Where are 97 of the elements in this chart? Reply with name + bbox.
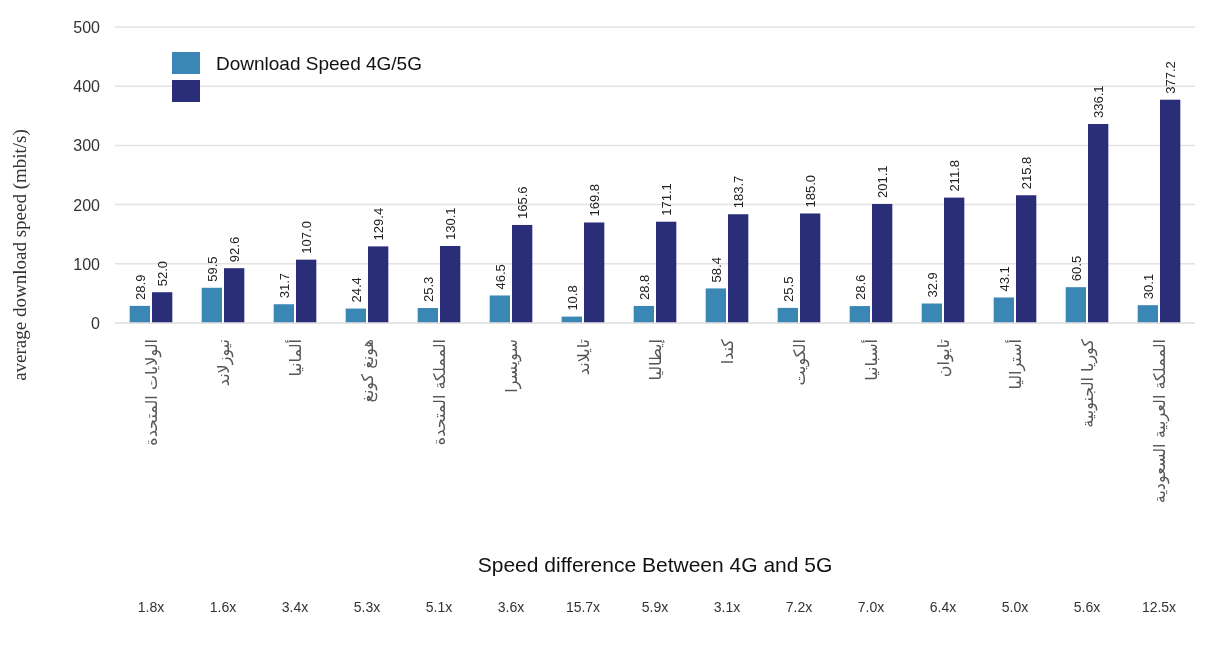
text: 1.8x <box>137 599 165 615</box>
data-label: 107.0 <box>299 221 315 254</box>
x-tick-label: ألمانيا <box>285 339 305 377</box>
x-tick-label: إيطاليا <box>646 339 665 381</box>
bar <box>633 305 654 323</box>
data-label: 28.8 <box>636 274 652 300</box>
x-tick-label: نيوزلاند <box>214 339 234 387</box>
text: 1.6x <box>209 599 237 615</box>
data-label: 59.5 <box>204 256 220 282</box>
data-label: 43.1 <box>996 266 1012 292</box>
text: 3.1x <box>713 599 741 615</box>
text: 3.6x <box>497 599 525 615</box>
data-label: 58.4 <box>708 257 724 283</box>
text: 5.0x <box>1001 599 1029 615</box>
data-label: 52.0 <box>155 260 171 287</box>
bar <box>705 288 726 323</box>
text: 7.2x <box>785 599 813 615</box>
data-label: 183.7 <box>731 175 747 209</box>
bar <box>201 287 222 323</box>
bar <box>489 295 510 323</box>
text: 7.0x <box>857 599 885 615</box>
bar <box>728 214 749 323</box>
bar <box>944 197 965 323</box>
x-tick-label: الولايات المتحدة <box>142 339 162 446</box>
data-label: 25.3 <box>420 276 436 303</box>
bar <box>368 246 389 323</box>
data-label: 46.5 <box>492 264 508 290</box>
x-tick-label: سويسرا <box>502 339 522 393</box>
x-tick-label: أستراليا <box>1005 339 1026 390</box>
bar <box>656 221 677 323</box>
bar <box>849 306 870 323</box>
y-tick-label: 100 <box>73 255 101 273</box>
text: 5.6x <box>1073 599 1101 615</box>
bar <box>584 222 605 323</box>
data-label: 165.6 <box>515 186 531 219</box>
data-label: 377.2 <box>1163 61 1179 94</box>
bar <box>512 224 533 323</box>
x-tick-label: المملكة العربية السعودية <box>1150 339 1170 504</box>
legend-label: Download Speed 4G/5G <box>216 53 422 74</box>
y-tick-label: 400 <box>73 78 101 96</box>
bar <box>152 292 173 323</box>
bar <box>1137 305 1158 323</box>
text: 5.9x <box>641 599 669 615</box>
y-axis-title: average download speed (mbit/s) <box>9 129 31 381</box>
bar <box>224 268 245 323</box>
data-label: 25.5 <box>780 276 796 302</box>
bar <box>273 304 294 323</box>
text: 5.3x <box>353 599 381 615</box>
bar <box>129 305 150 323</box>
data-label: 28.6 <box>852 274 868 301</box>
bar <box>1160 99 1181 323</box>
y-tick-label: 500 <box>73 19 101 36</box>
text: Speed difference Between 4G and 5G <box>477 553 833 576</box>
bar <box>296 259 317 323</box>
bar <box>800 213 821 323</box>
bar <box>1016 195 1037 323</box>
data-label: 211.8 <box>947 160 963 192</box>
data-label: 185.0 <box>803 174 819 208</box>
x-tick-label: الكويت <box>790 339 810 386</box>
bar <box>1065 287 1086 323</box>
data-label: 169.8 <box>587 183 603 217</box>
text: 6.4x <box>929 599 957 615</box>
text: 12.5x <box>1141 599 1177 615</box>
x-tick-label: تايلاند <box>574 339 593 376</box>
text: 15.7x <box>565 599 601 615</box>
data-label: 31.7 <box>276 272 292 299</box>
data-label: 60.5 <box>1068 255 1084 282</box>
text: 5.1x <box>425 599 453 615</box>
data-label: 32.9 <box>924 272 940 298</box>
data-label: 215.8 <box>1019 156 1035 190</box>
data-label: 28.9 <box>132 274 148 300</box>
x-tick-label: كندا <box>718 338 737 365</box>
bar <box>440 245 461 323</box>
text: 3.4x <box>281 599 309 615</box>
data-label: 92.6 <box>227 236 243 263</box>
y-tick-label: 200 <box>73 196 101 214</box>
data-label: 10.8 <box>564 285 580 311</box>
bar <box>872 203 893 323</box>
bar <box>777 307 798 323</box>
bar <box>993 297 1014 323</box>
data-label: 130.1 <box>443 207 459 240</box>
data-label: 336.1 <box>1091 85 1107 119</box>
y-tick-label: 300 <box>73 137 101 155</box>
y-tick-label: 0 <box>91 315 101 332</box>
x-tick-label: أسبانيا <box>861 339 881 381</box>
x-tick-label: هونغ كونغ <box>358 339 378 403</box>
x-tick-label: تايوان <box>934 339 954 378</box>
bar <box>921 303 942 323</box>
data-label: 24.4 <box>348 277 364 303</box>
x-tick-label: كوريا الجنوبية <box>1078 338 1098 428</box>
bar <box>1088 124 1109 323</box>
data-label: 201.1 <box>875 165 891 198</box>
data-label: 171.1 <box>659 183 675 216</box>
x-tick-label: المملكة المتحدة <box>430 339 449 446</box>
data-label: 30.1 <box>1140 273 1156 300</box>
data-label: 129.4 <box>371 207 387 241</box>
bar <box>417 308 438 323</box>
